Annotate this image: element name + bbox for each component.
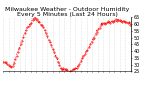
Title: Milwaukee Weather - Outdoor Humidity Every 5 Minutes (Last 24 Hours): Milwaukee Weather - Outdoor Humidity Eve…: [5, 7, 129, 17]
